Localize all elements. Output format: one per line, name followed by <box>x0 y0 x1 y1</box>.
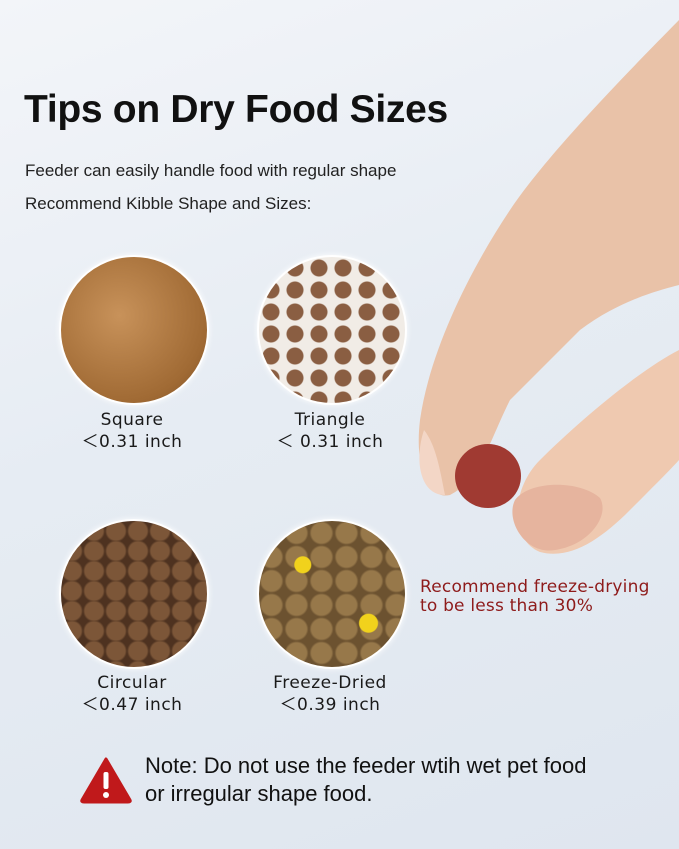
kibble-name: Circular <box>97 673 167 693</box>
hand-holding-kibble-image <box>418 20 679 554</box>
kibble-size: ＜ 0.31 inch <box>276 432 384 452</box>
warning-line-1: Note: Do not use the feeder wtih wet pet… <box>145 753 587 778</box>
kibble-freeze-dried: Freeze-Dried ＜0.39 inch <box>240 672 420 716</box>
freeze-drying-recommendation: Recommend freeze-drying to be less than … <box>420 578 650 616</box>
kibble-size: ＜0.39 inch <box>279 695 381 715</box>
kibble-in-fingers <box>455 444 521 508</box>
recommend-heading: Recommend Kibble Shape and Sizes: <box>25 194 312 213</box>
circular-kibble-image <box>59 519 209 669</box>
warning-triangle-icon <box>80 757 132 804</box>
subtitle: Feeder can easily handle food with regul… <box>25 161 397 180</box>
kibble-triangle: Triangle ＜ 0.31 inch <box>240 409 420 453</box>
kibble-circular: Circular ＜0.47 inch <box>42 672 222 716</box>
warning-line-2: or irregular shape food. <box>145 781 373 806</box>
kibble-size: ＜0.47 inch <box>81 695 183 715</box>
kibble-name: Triangle <box>294 410 366 430</box>
wet-food-warning: Note: Do not use the feeder wtih wet pet… <box>145 752 587 808</box>
kibble-name: Square <box>100 410 164 430</box>
kibble-size: ＜0.31 inch <box>81 432 183 452</box>
freeze-dried-kibble-image <box>257 519 407 669</box>
page-title: Tips on Dry Food Sizes <box>24 88 448 131</box>
square-kibble-image <box>59 255 209 405</box>
triangle-kibble-image <box>257 255 407 405</box>
kibble-name: Freeze-Dried <box>273 673 387 693</box>
recommendation-line-2: to be less than 30% <box>420 596 594 616</box>
kibble-square: Square ＜0.31 inch <box>42 409 222 453</box>
recommendation-line-1: Recommend freeze-drying <box>420 577 650 597</box>
